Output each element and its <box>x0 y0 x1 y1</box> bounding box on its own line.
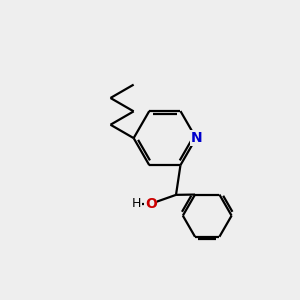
Text: O: O <box>145 197 157 211</box>
Text: N: N <box>190 131 202 145</box>
Text: H: H <box>132 197 142 210</box>
